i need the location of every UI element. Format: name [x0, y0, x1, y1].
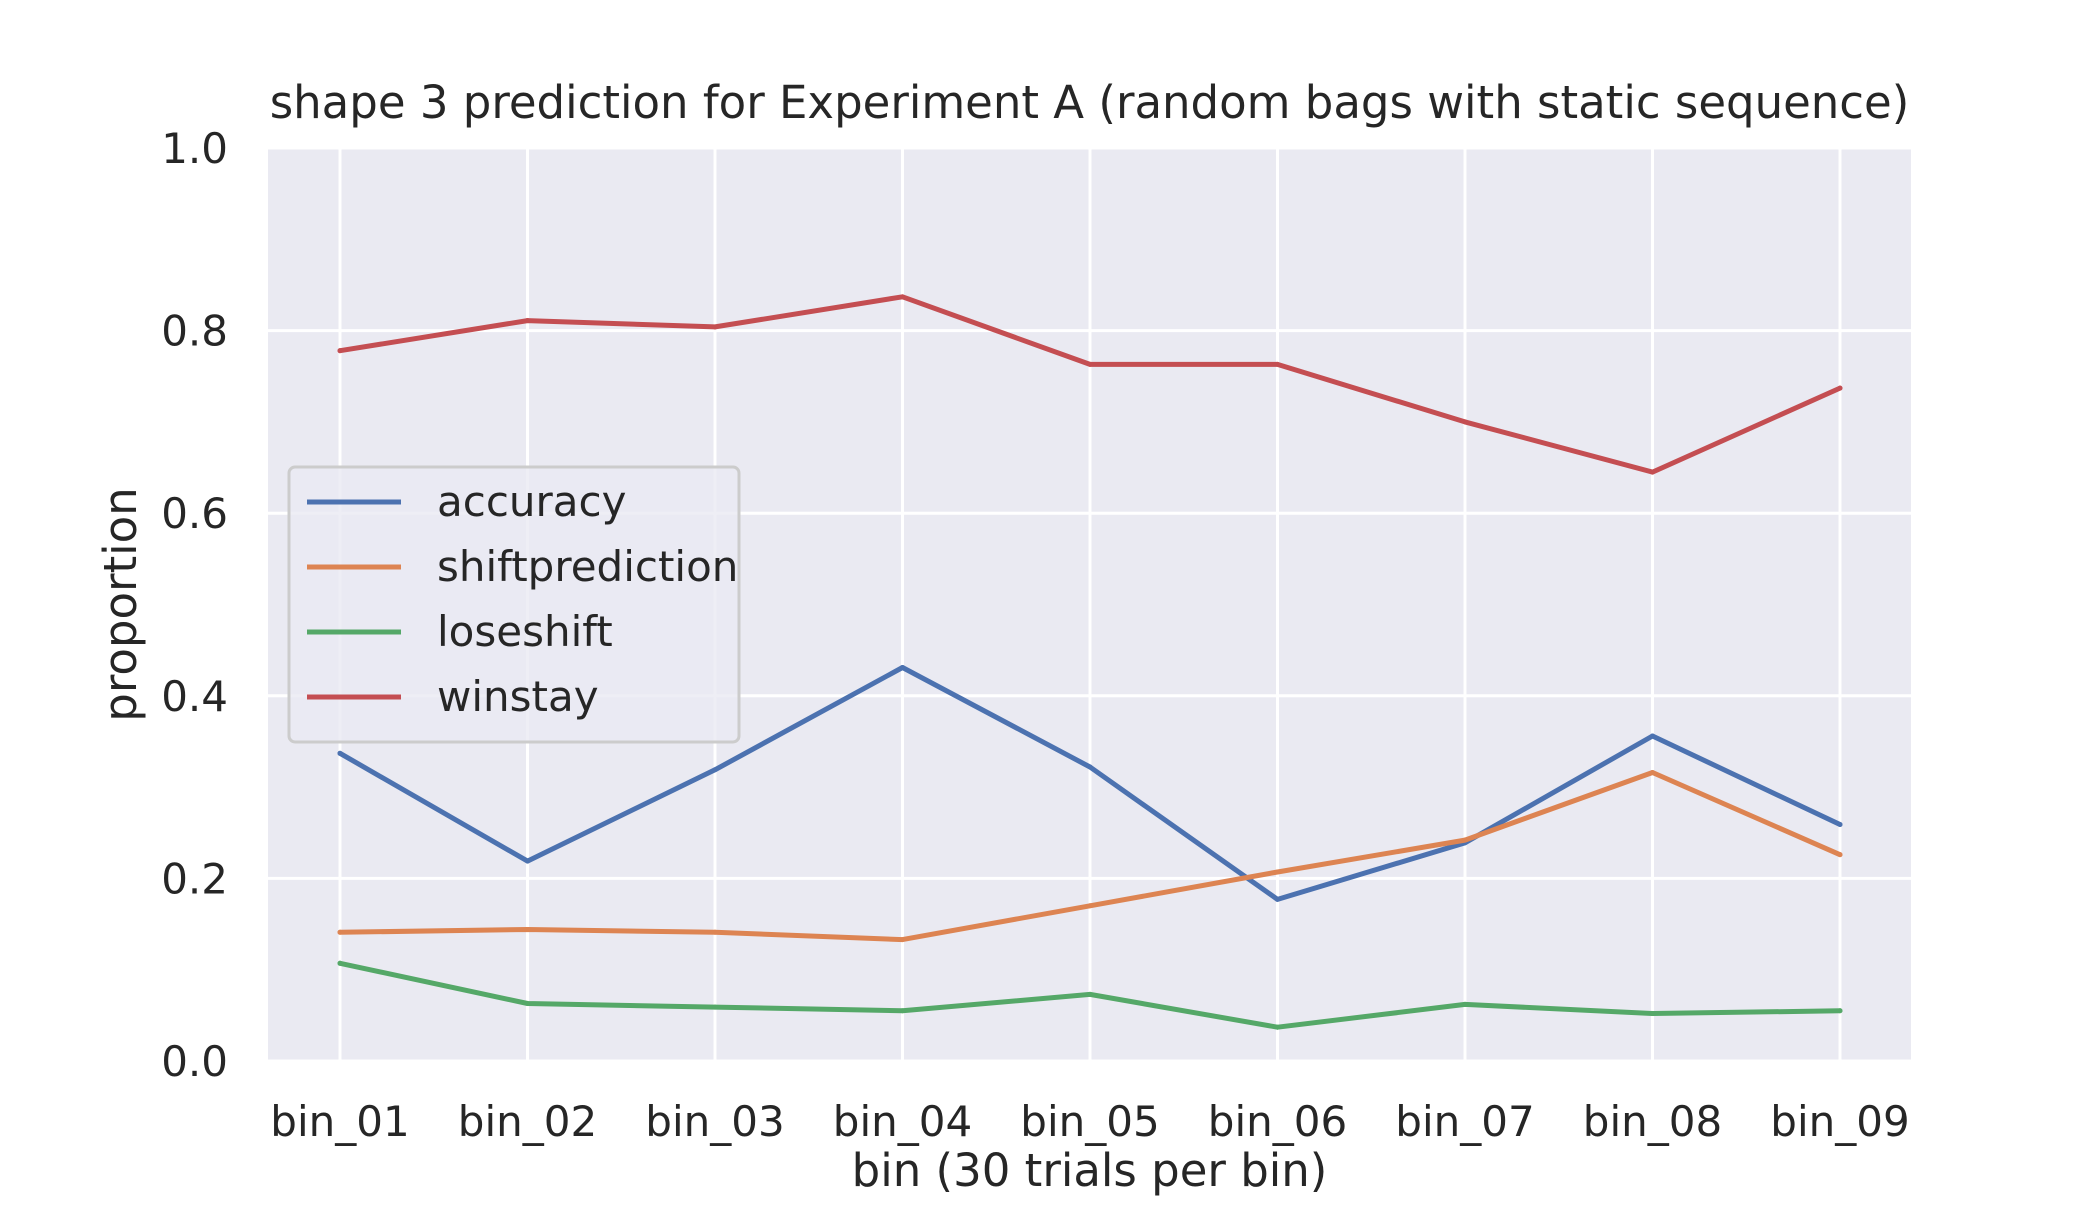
y-tick-label: 0.8 [161, 307, 228, 356]
data-point-shiftprediction [1650, 769, 1655, 775]
data-point-winstay [525, 318, 530, 324]
data-point-accuracy [525, 858, 530, 864]
data-point-accuracy [1837, 822, 1843, 828]
series-lines [337, 294, 1843, 1030]
data-point-loseshift [1462, 1001, 1468, 1007]
y-tick-label: 0.4 [161, 672, 228, 721]
data-point-accuracy [1087, 764, 1093, 770]
chart-title: shape 3 prediction for Experiment A (ran… [270, 76, 1910, 129]
data-point-loseshift [712, 1004, 718, 1010]
data-point-shiftprediction [1275, 869, 1280, 875]
data-point-loseshift [1087, 991, 1093, 997]
legend-label-accuracy: accuracy [437, 477, 627, 526]
y-tick-label: 1.0 [161, 124, 228, 173]
data-point-loseshift [1275, 1024, 1280, 1030]
data-point-shiftprediction [1087, 903, 1093, 909]
data-point-winstay [1837, 385, 1843, 391]
data-point-loseshift [900, 1008, 905, 1014]
x-axis-label: bin (30 trials per bin) [852, 1144, 1328, 1197]
data-point-winstay [712, 324, 718, 330]
legend-box [287, 465, 741, 744]
y-tick-label: 0.6 [161, 489, 228, 538]
y-tick-label: 0.0 [161, 1037, 228, 1086]
x-tick-label: bin_01 [270, 1097, 409, 1146]
data-point-winstay [900, 294, 905, 300]
data-point-winstay [1087, 361, 1093, 367]
legend-label-winstay: winstay [437, 672, 599, 721]
data-point-accuracy [1275, 896, 1280, 902]
data-point-shiftprediction [1837, 852, 1843, 858]
y-tick-label: 0.2 [161, 854, 228, 903]
y-axis-label: proportion [94, 487, 147, 721]
data-point-shiftprediction [337, 929, 343, 935]
x-tick-label: bin_03 [645, 1097, 784, 1146]
data-point-loseshift [337, 960, 343, 966]
data-point-shiftprediction [712, 929, 718, 935]
data-point-accuracy [337, 750, 343, 756]
x-tick-labels: bin_01 bin_02 bin_03 bin_04 bin_05 bin_06 bin_… [270, 1097, 1909, 1146]
x-tick-label: bin_08 [1583, 1097, 1722, 1146]
data-point-loseshift [1837, 1008, 1843, 1014]
x-tick-label: bin_05 [1020, 1097, 1159, 1146]
x-tick-label: bin_04 [833, 1097, 972, 1146]
data-point-accuracy [712, 767, 718, 773]
legend-label-loseshift: loseshift [437, 607, 613, 656]
data-point-shiftprediction [525, 927, 530, 933]
x-tick-label: bin_07 [1395, 1097, 1534, 1146]
grid-lines [268, 146, 1911, 1063]
data-point-winstay [337, 348, 343, 354]
data-point-winstay [1275, 361, 1280, 367]
x-tick-label: bin_09 [1770, 1097, 1909, 1146]
legend-label-shiftprediction: shiftprediction [437, 542, 738, 591]
data-point-loseshift [1650, 1011, 1655, 1017]
data-point-accuracy [900, 664, 905, 670]
x-tick-label: bin_06 [1208, 1097, 1347, 1146]
data-point-loseshift [525, 1000, 530, 1006]
data-point-shiftprediction [1462, 837, 1468, 843]
data-point-shiftprediction [900, 937, 905, 943]
legend: accuracy shiftprediction loseshift winstay [287, 465, 741, 744]
data-point-winstay [1462, 419, 1468, 425]
x-tick-label: bin_02 [458, 1097, 597, 1146]
data-point-winstay [1650, 469, 1655, 475]
data-point-accuracy [1650, 733, 1655, 739]
y-tick-labels: 0.0 0.2 0.4 0.6 0.8 1.0 [161, 124, 228, 1086]
